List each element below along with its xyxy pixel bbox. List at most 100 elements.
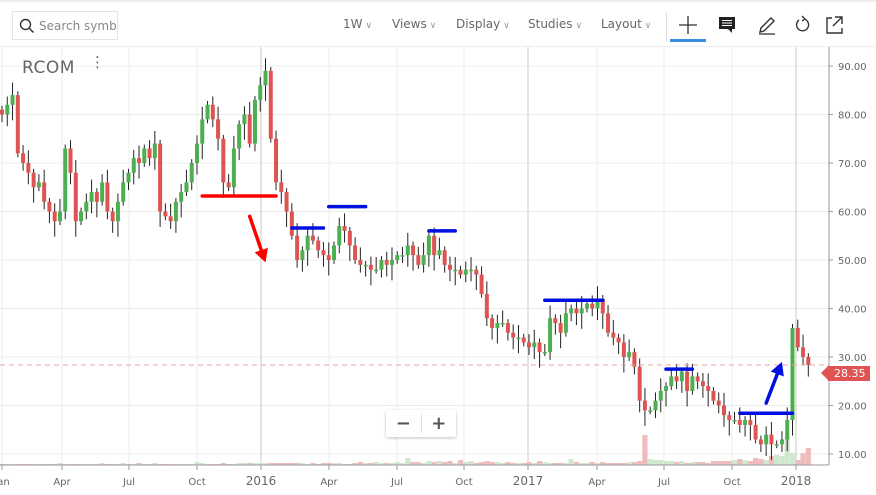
volume-bar (695, 462, 701, 465)
popout-icon[interactable] (823, 14, 845, 36)
volume-bar (579, 463, 585, 465)
volume-bar (652, 460, 659, 465)
volume-bar (220, 463, 226, 465)
x-tick-label: Jul (657, 477, 670, 488)
candle-down (806, 357, 811, 366)
symbol-menu-icon[interactable]: ⋮ (90, 53, 105, 71)
candle-down (700, 381, 705, 387)
symbol-label: RCOM (22, 58, 75, 78)
candle-down (73, 172, 78, 222)
candle-down (637, 366, 642, 401)
interval-label: 1W (343, 17, 363, 31)
candle-up (785, 420, 790, 440)
layout-label: Layout (601, 17, 642, 31)
volume-bar (436, 461, 443, 465)
price-chart[interactable]: 90.00 80.00 70.00 60.00 50.00 40.00 30.00 20.00… (0, 47, 876, 495)
views-dropdown[interactable]: Views ∨ (392, 17, 436, 31)
candle-up (679, 371, 684, 382)
y-tick-label: 70.00 (838, 159, 867, 170)
candle-down (94, 192, 99, 202)
chevron-down-icon: ∨ (575, 21, 583, 31)
reset-icon[interactable] (791, 14, 813, 36)
volume-bar (468, 461, 474, 465)
volume-bar (199, 463, 205, 465)
candle-up (790, 327, 795, 421)
layout-dropdown[interactable]: Layout ∨ (601, 17, 651, 31)
candle-up (389, 260, 394, 265)
candle-up (516, 337, 521, 340)
volume-bar (558, 463, 564, 465)
volume-bar (742, 460, 748, 465)
candle-down (26, 163, 31, 173)
volume-bar (631, 462, 637, 465)
candle-down (616, 337, 621, 343)
candle-down (558, 323, 563, 333)
x-tick-label: Apr (588, 477, 606, 488)
candle-down (606, 313, 611, 333)
candle-up (774, 444, 779, 446)
draw-pencil-icon[interactable] (756, 14, 778, 36)
candle-down (347, 230, 352, 246)
candle-down (310, 235, 315, 241)
volume-bar (526, 462, 532, 465)
candle-down (416, 255, 421, 265)
candle-up (542, 352, 547, 354)
candle-down (479, 274, 484, 294)
candle-up (374, 269, 379, 272)
interval-dropdown[interactable]: 1W ∨ (343, 17, 372, 31)
volume-bar (136, 463, 142, 465)
volume-bar (758, 459, 764, 465)
candle-down (268, 70, 273, 139)
candle-down (674, 376, 679, 382)
toolbar-divider (666, 12, 667, 42)
comment-icon[interactable] (716, 14, 738, 36)
y-tick-label: 20.00 (838, 402, 867, 413)
candle-down (432, 235, 437, 256)
blue-arrow-shaft (764, 372, 780, 405)
zoom-out-button[interactable]: − (386, 410, 421, 437)
search-box[interactable] (12, 11, 118, 40)
crosshair-icon[interactable] (677, 14, 699, 36)
volume-bar (705, 463, 711, 465)
candle-down (289, 211, 294, 236)
volume-bar (800, 453, 806, 465)
volume-bar (99, 463, 105, 465)
volume-bar (336, 463, 342, 465)
volume-bar (563, 463, 569, 465)
x-tick-label: Jul (122, 477, 135, 488)
candle-down (716, 400, 721, 406)
candle-down (600, 298, 605, 314)
volume-bar (668, 461, 674, 465)
volume-bar (57, 463, 63, 465)
candle-down (711, 390, 716, 401)
candle-down (368, 264, 373, 270)
search-input[interactable] (39, 18, 117, 33)
candle-up (189, 163, 194, 183)
candle-down (553, 318, 558, 324)
candle-up (463, 269, 468, 275)
candle-down (753, 424, 758, 440)
volume-bar (421, 463, 427, 465)
candle-down (411, 245, 416, 256)
candle-up (63, 148, 68, 212)
candle-up (179, 192, 184, 202)
candle-up (421, 255, 426, 265)
candle-down (274, 138, 279, 183)
candle-down (247, 114, 252, 144)
candle-down (68, 148, 73, 173)
candle-down (295, 235, 300, 260)
volume-bar (478, 462, 485, 465)
drawings[interactable] (200, 194, 795, 416)
volume-bar (252, 463, 258, 465)
candle-up (131, 158, 136, 173)
candle-down (484, 293, 489, 319)
zoom-in-button[interactable]: + (422, 410, 457, 437)
volume-bar (710, 461, 717, 465)
volume-bar (373, 462, 379, 465)
candle-up (627, 352, 632, 357)
studies-dropdown[interactable]: Studies ∨ (528, 17, 582, 31)
candle-down (706, 386, 711, 391)
display-dropdown[interactable]: Display ∨ (456, 17, 510, 31)
x-tick-label: 2017 (513, 474, 544, 488)
volume-bar (389, 463, 395, 465)
